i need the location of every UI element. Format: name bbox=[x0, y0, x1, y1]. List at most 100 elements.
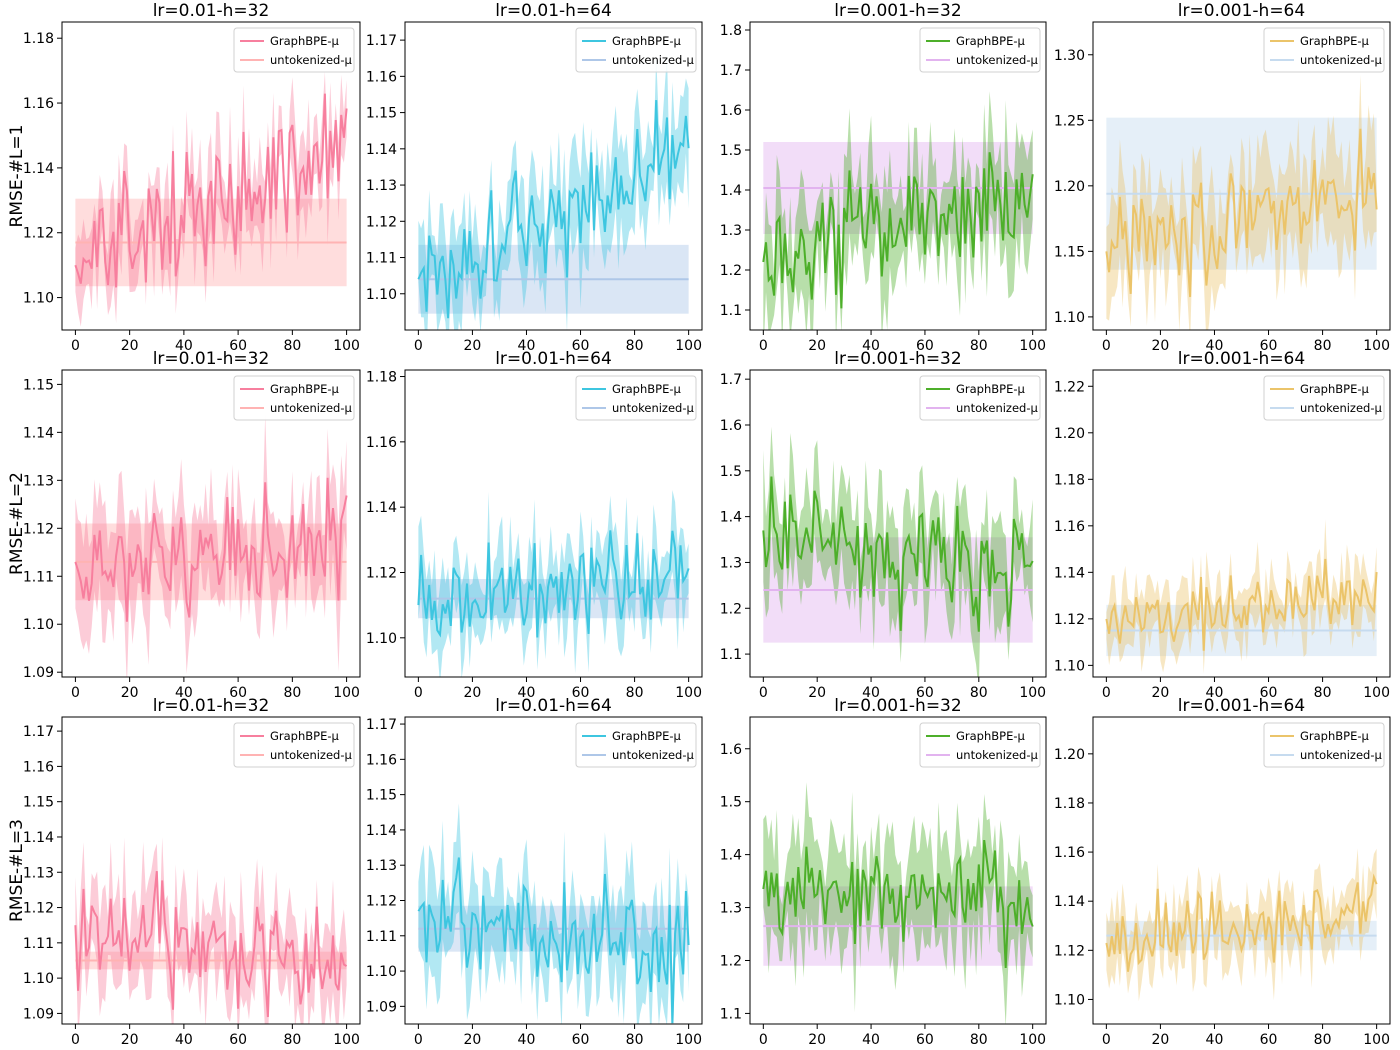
x-tick-label: 20 bbox=[1152, 685, 1170, 701]
axes-frame bbox=[1092, 369, 1391, 678]
axes-frame bbox=[61, 716, 361, 1025]
axes-frame bbox=[749, 716, 1047, 1025]
x-tick-label: 80 bbox=[283, 1032, 301, 1048]
legend: GraphBPE-μ untokenized-μ bbox=[919, 27, 1041, 73]
graphbpe-mean-line bbox=[417, 857, 690, 1024]
x-tick-label: 20 bbox=[121, 1032, 139, 1048]
x-tick-label: 0 bbox=[759, 338, 768, 354]
graphbpe-band bbox=[418, 803, 689, 1024]
y-tick-label: 1.09 bbox=[366, 999, 397, 1015]
panel-title: lr=0.01-h=64 bbox=[495, 1, 612, 21]
x-tick-label: 40 bbox=[862, 338, 880, 354]
y-tick-label: 1.17 bbox=[366, 33, 397, 49]
y-tick-label: 1.18 bbox=[23, 31, 54, 47]
legend-entry: GraphBPE-μ bbox=[612, 382, 682, 396]
y-tick-label: 1.17 bbox=[366, 717, 397, 733]
legend: GraphBPE-μ untokenized-μ bbox=[575, 27, 697, 73]
x-tick-label: 80 bbox=[283, 338, 301, 354]
legend-entry: GraphBPE-μ bbox=[612, 34, 682, 48]
y-tick-label: 1.14 bbox=[1054, 565, 1085, 581]
x-tick-label: 100 bbox=[1363, 338, 1390, 354]
legend-entry: untokenized-μ bbox=[1300, 748, 1382, 762]
x-tick-label: 0 bbox=[1102, 1032, 1111, 1048]
axes-frame bbox=[61, 21, 361, 331]
x-tick-label: 60 bbox=[229, 338, 247, 354]
row-label-2: RMSE-#L=2 bbox=[7, 472, 27, 575]
y-tick-label: 1.7 bbox=[720, 372, 742, 388]
x-tick-label: 20 bbox=[808, 1032, 826, 1048]
axes-frame bbox=[61, 369, 361, 678]
y-tick-label: 1.3 bbox=[720, 223, 742, 239]
x-tick-label: 80 bbox=[1314, 1032, 1332, 1048]
x-tick-label: 100 bbox=[1019, 338, 1046, 354]
x-tick-label: 0 bbox=[1102, 685, 1111, 701]
axes-frame bbox=[404, 716, 703, 1025]
x-tick-label: 0 bbox=[71, 685, 80, 701]
panel-title: lr=0.001-h=64 bbox=[1178, 696, 1305, 716]
x-tick-label: 0 bbox=[759, 1032, 768, 1048]
x-tick-label: 20 bbox=[1152, 1032, 1170, 1048]
legend-entry: GraphBPE-μ bbox=[956, 34, 1026, 48]
y-tick-label: 1.3 bbox=[720, 555, 742, 571]
y-tick-label: 1.13 bbox=[366, 178, 397, 194]
legend-entry: untokenized-μ bbox=[956, 53, 1038, 67]
x-tick-label: 0 bbox=[1102, 338, 1111, 354]
y-tick-label: 1.10 bbox=[1054, 992, 1085, 1008]
y-tick-label: 1.11 bbox=[23, 936, 54, 952]
panel-title: lr=0.01-h=32 bbox=[153, 349, 270, 369]
legend-entry: untokenized-μ bbox=[1300, 53, 1382, 67]
legend: GraphBPE-μ untokenized-μ bbox=[1263, 722, 1385, 768]
y-tick-label: 1.11 bbox=[366, 929, 397, 945]
y-tick-label: 1.3 bbox=[720, 901, 742, 917]
y-tick-label: 1.12 bbox=[23, 521, 54, 537]
panel-7: lr=0.001-h=32 0 20 40 60 80 100 1.1 1.2 1.3 1.4 1.5… bbox=[720, 349, 1047, 701]
x-tick-label: 20 bbox=[121, 685, 139, 701]
panel-2: lr=0.01-h=64 0 20 40 60 80 100 1.10 1.11 1.12 1.13… bbox=[366, 1, 703, 354]
y-tick-label: 1.8 bbox=[720, 23, 742, 39]
axes-frame bbox=[1092, 21, 1391, 331]
graphbpe-mean-line bbox=[1105, 128, 1378, 298]
row-label-1: RMSE-#L=1 bbox=[7, 125, 27, 228]
x-tick-label: 20 bbox=[464, 1032, 482, 1048]
y-tick-label: 1.09 bbox=[23, 665, 54, 681]
legend-entry: GraphBPE-μ bbox=[1300, 382, 1370, 396]
x-tick-label: 60 bbox=[572, 685, 590, 701]
legend-entry: untokenized-μ bbox=[956, 748, 1038, 762]
y-tick-label: 1.5 bbox=[720, 464, 742, 480]
y-tick-label: 1.16 bbox=[23, 759, 54, 775]
y-tick-label: 1.7 bbox=[720, 63, 742, 79]
y-tick-label: 1.12 bbox=[23, 226, 54, 242]
legend: GraphBPE-μ untokenized-μ bbox=[575, 722, 697, 768]
y-tick-label: 1.12 bbox=[1054, 612, 1085, 628]
graphbpe-band bbox=[763, 782, 1033, 1024]
y-tick-label: 1.18 bbox=[1054, 472, 1085, 488]
axes-frame bbox=[404, 21, 703, 331]
y-tick-label: 1.18 bbox=[366, 370, 397, 386]
graphbpe-band bbox=[763, 91, 1033, 330]
y-tick-label: 1.10 bbox=[23, 291, 54, 307]
y-tick-label: 1.15 bbox=[1054, 244, 1085, 260]
x-tick-label: 100 bbox=[1363, 685, 1390, 701]
x-tick-label: 100 bbox=[675, 685, 702, 701]
panel-title: lr=0.01-h=64 bbox=[495, 696, 612, 716]
x-tick-label: 100 bbox=[1019, 685, 1046, 701]
x-tick-label: 100 bbox=[675, 338, 702, 354]
y-tick-label: 1.22 bbox=[1054, 379, 1085, 395]
graphbpe-mean-line bbox=[762, 839, 1034, 969]
x-tick-label: 60 bbox=[916, 685, 934, 701]
x-tick-label: 80 bbox=[283, 685, 301, 701]
panel-3: lr=0.001-h=32 0 20 40 60 80 100 1.1 1.2 1.3 1.4 1.5… bbox=[720, 1, 1047, 354]
x-tick-label: 0 bbox=[414, 1032, 423, 1048]
y-tick-label: 1.16 bbox=[366, 69, 397, 85]
axes-frame bbox=[749, 369, 1047, 678]
y-tick-label: 1.15 bbox=[366, 106, 397, 122]
panel-8: lr=0.001-h=64 0 20 40 60 80 100 1.10 1.12 1.14 1.1… bbox=[1054, 349, 1391, 701]
x-tick-label: 40 bbox=[862, 1032, 880, 1048]
x-tick-label: 100 bbox=[333, 1032, 360, 1048]
y-tick-label: 1.11 bbox=[366, 251, 397, 267]
y-tick-label: 1.2 bbox=[720, 601, 742, 617]
y-tick-label: 1.12 bbox=[23, 901, 54, 917]
y-tick-label: 1.14 bbox=[23, 830, 54, 846]
x-tick-label: 20 bbox=[1152, 338, 1170, 354]
